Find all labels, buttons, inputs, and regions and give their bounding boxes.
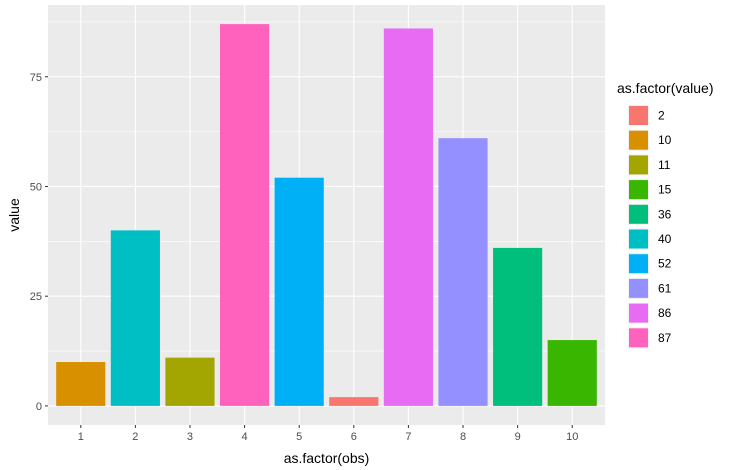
legend-swatch — [629, 130, 648, 150]
x-tick-label: 8 — [460, 431, 466, 443]
bar-10 — [547, 340, 597, 406]
bars — [56, 24, 597, 406]
legend-swatch — [629, 278, 648, 298]
legend-label: 61 — [658, 281, 672, 295]
bar-1 — [56, 362, 106, 406]
x-tick-label: 5 — [296, 431, 302, 443]
x-tick-label: 1 — [78, 431, 84, 443]
legend-label: 2 — [658, 109, 665, 123]
legend-label: 52 — [658, 257, 672, 271]
y-tick-label: 0 — [36, 401, 42, 413]
bar-8 — [438, 138, 488, 406]
bar-6 — [329, 397, 379, 406]
legend-swatch — [629, 229, 648, 249]
x-axis: 1 2 3 4 5 6 7 8 9 10 — [78, 425, 578, 443]
bar-7 — [383, 28, 433, 406]
legend-label: 36 — [658, 207, 672, 221]
x-tick-label: 3 — [187, 431, 193, 443]
legend-swatch — [629, 328, 648, 348]
bar-9 — [493, 247, 543, 406]
legend-label: 87 — [658, 331, 672, 345]
legend-label: 40 — [658, 232, 672, 246]
y-tick-label: 75 — [30, 72, 42, 84]
bar-2 — [110, 230, 160, 406]
bar-5 — [274, 177, 324, 406]
x-tick-label: 7 — [405, 431, 411, 443]
legend-label: 11 — [658, 158, 671, 172]
x-tick-label: 6 — [351, 431, 357, 443]
legend: as.factor(value) 2 10 11 15 36 40 52 61 86 87 — [617, 80, 713, 349]
legend-swatch — [629, 303, 648, 323]
y-axis-title: value — [6, 198, 22, 232]
legend-swatch — [629, 254, 648, 274]
x-axis-title: as.factor(obs) — [284, 450, 370, 466]
legend-title: as.factor(value) — [617, 80, 713, 96]
y-axis: 0 25 50 75 — [30, 72, 48, 413]
legend-swatch — [629, 155, 648, 175]
legend-entries: 2 10 11 15 36 40 52 61 86 87 — [628, 105, 672, 349]
y-tick-label: 50 — [30, 181, 42, 193]
legend-swatch — [629, 180, 648, 200]
x-tick-label: 2 — [132, 431, 138, 443]
legend-label: 86 — [658, 306, 672, 320]
y-tick-label: 25 — [30, 291, 42, 303]
x-tick-label: 4 — [242, 431, 248, 443]
bar-4 — [220, 24, 270, 406]
legend-swatch — [629, 204, 648, 224]
x-tick-label: 9 — [515, 431, 521, 443]
x-tick-label: 10 — [566, 431, 578, 443]
legend-label: 15 — [658, 183, 672, 197]
legend-swatch — [629, 106, 648, 125]
bar-3 — [165, 357, 215, 406]
legend-label: 10 — [658, 133, 672, 147]
